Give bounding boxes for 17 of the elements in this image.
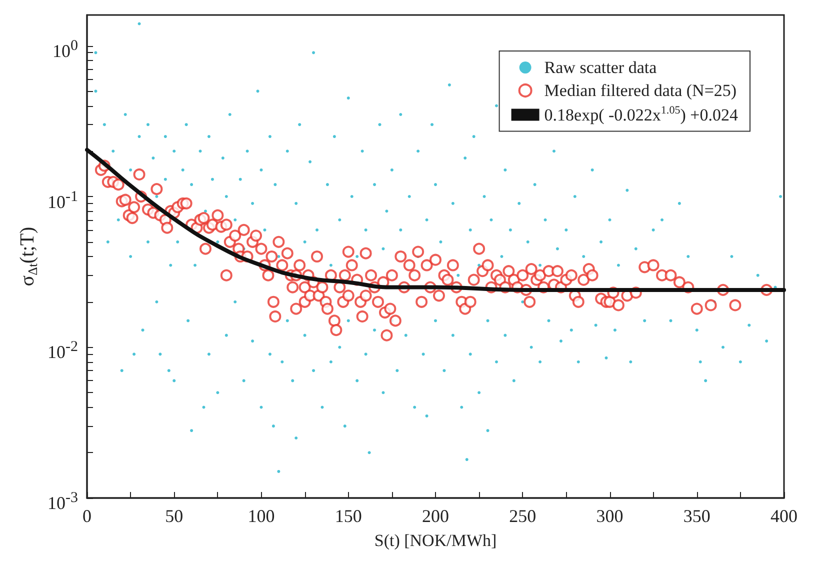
y-tick-label: 10$^{-2}$: [48, 338, 78, 364]
y-tick-label: 10$^{-1}$: [48, 188, 78, 214]
x-tick-label: 350: [683, 505, 710, 528]
x-axis-title: S(t) [NOK/MWh]: [374, 531, 497, 550]
legend-label: Median filtered data (N=25): [544, 81, 737, 100]
x-tick-label: 0: [82, 505, 92, 528]
x-tick-label: 400: [770, 505, 798, 528]
x-tick-label: 200: [422, 505, 449, 528]
x-tick-label: 250: [509, 505, 536, 528]
x-tick-label: 300: [596, 505, 624, 528]
y-axis-title: σΔt(t;T): [16, 226, 40, 286]
x-tick-label: 100: [248, 505, 275, 528]
y-tick-label: 10$^{-3}$: [48, 489, 78, 515]
x-tick-label: 150: [334, 505, 362, 528]
x-tick-label: 50: [165, 505, 184, 528]
y-tick-label: 10$^{0}$: [52, 36, 78, 63]
legend-label: Raw scatter data: [544, 58, 658, 77]
